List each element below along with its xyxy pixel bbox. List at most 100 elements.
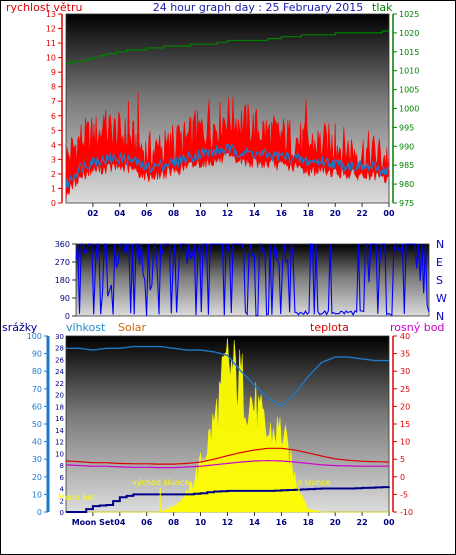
rain-y-tick-label: 30 [55,333,64,341]
rain-y-tick-label: 4 [60,486,65,494]
dewpoint-series [65,460,389,469]
climate-x-tick-label: 18 [303,518,315,527]
temperature-y-tick-label: 5 [400,455,405,464]
climate-x-tick-label: 06 [141,518,153,527]
wind-x-tick-label: 18 [303,209,315,218]
pressure-y-tick-label: 1000 [399,105,419,114]
temperature-y-tick-label: 10 [400,438,410,447]
wind-average-series [65,143,390,189]
rain-y-tick-label: 26 [55,356,64,364]
rain-y-tick-label: 18 [55,403,64,411]
wind-x-tick-label: 10 [195,209,207,218]
wind-x-tick-label: 14 [249,209,261,218]
direction-y-tick-label: 360 [55,240,70,249]
temperature-y-tick-label: 40 [400,332,410,341]
temperature-y-tick-label: -10 [400,508,413,517]
solar-series [66,338,389,513]
humidity-y-tick-label: 20 [32,473,42,482]
pressure-y-tick-label: 1020 [399,29,419,38]
pressure-y-tick-label: 975 [399,199,414,208]
wind-y-tick-label: 2 [51,170,56,179]
compass-label: N [436,310,444,323]
sunrise-annotation: východ slunce [132,478,189,487]
wind-x-tick-label: 08 [168,209,180,218]
rain-y-tick-label: 0 [60,509,64,517]
climate-x-tick-label: 22 [357,518,368,527]
wind-x-tick-label: 06 [141,209,153,218]
rain-y-tick-label: 16 [55,415,64,423]
pressure-y-tick-label: 985 [399,161,414,170]
wind-y-tick-label: 10 [46,54,56,63]
wind-direction-series [75,243,430,317]
direction-y-tick-label: 90 [60,294,70,303]
dewpoint-label: rosný bod [390,321,444,334]
pressure-y-tick-label: 980 [399,180,414,189]
temperature-y-tick-label: -5 [400,490,408,499]
rain-y-tick-label: 20 [55,392,64,400]
temperature-y-tick-label: 35 [400,350,410,359]
wind-x-tick-label: 16 [276,209,288,218]
wind-y-tick-label: 3 [51,155,56,164]
climate-x-tick-label: 16 [276,518,288,527]
humidity-y-tick-label: 90 [32,350,42,359]
humidity-y-tick-label: 50 [32,420,42,429]
rain-y-tick-label: 2 [60,497,64,505]
rain-y-tick-label: 28 [55,345,64,353]
pressure-series [66,30,389,64]
compass-label: E [436,256,443,269]
compass-label: N [436,238,444,251]
rain-y-tick-label: 10 [55,450,64,458]
wind-y-tick-label: 6 [51,112,56,121]
direction-y-tick-label: 270 [55,258,70,267]
temperature-y-tick-label: 0 [400,473,405,482]
wind-y-tick-label: 4 [51,141,56,150]
wind-x-tick-label: 22 [357,209,368,218]
direction-y-tick-label: 0 [65,312,70,321]
humidity-y-tick-label: 100 [27,332,42,341]
humidity-y-tick-label: 60 [32,402,42,411]
rain-y-tick-label: 24 [55,368,64,376]
wind-plot-area [66,14,389,203]
wind-y-tick-label: 5 [51,126,56,135]
temperature-y-tick-label: 15 [400,420,410,429]
wind-y-tick-label: 9 [51,68,56,77]
rain-y-tick-label: 6 [60,474,65,482]
humidity-y-tick-label: 70 [32,385,42,394]
humidity-y-tick-label: 0 [37,508,42,517]
compass-label: W [436,292,447,305]
climate-x-tick-label: 08 [168,518,180,527]
wind-x-tick-label: 02 [87,209,98,218]
rain-y-tick-label: 22 [55,380,64,388]
wind-speed-label: rychlost větru [6,1,82,14]
wind-y-tick-label: 11 [46,39,56,48]
moonset-annotation: Moon Set [58,493,95,502]
pressure-y-tick-label: 1005 [399,86,419,95]
humidity-y-tick-label: 30 [32,455,42,464]
compass-label: S [436,274,443,287]
pressure-y-tick-label: 1010 [399,67,419,76]
temperature-y-tick-label: 20 [400,402,410,411]
pressure-y-tick-label: 1025 [399,10,419,19]
rain-y-tick-label: 12 [55,439,64,447]
climate-x-tick-label: 04 [114,518,126,527]
rain-y-tick-label: 14 [55,427,64,435]
climate-x-tick-label: 10 [195,518,207,527]
climate-x-tick-label: 12 [222,518,233,527]
wind-y-tick-label: 13 [46,10,56,19]
wind-y-tick-label: 1 [51,184,56,193]
rain-y-tick-label: 8 [60,462,64,470]
temperature-label: teplota [310,321,349,334]
humidity-y-tick-label: 10 [32,490,42,499]
wind-y-tick-label: 7 [51,97,56,106]
rain-label: srážky [2,321,38,334]
humidity-label: vlhkost [66,321,106,334]
climate-x-tick-label: 14 [249,518,261,527]
temperature-y-tick-label: 25 [400,385,410,394]
wind-y-tick-label: 8 [51,83,56,92]
chart-title: 24 hour graph day : 25 February 2015 [153,1,364,14]
temperature-series [66,447,389,465]
pressure-label: tlak [372,1,393,14]
